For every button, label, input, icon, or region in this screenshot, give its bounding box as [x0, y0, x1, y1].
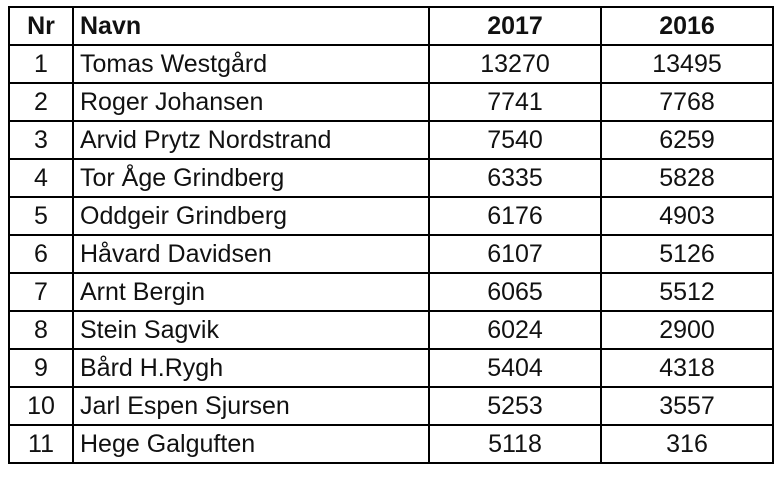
rank-cell: 2 — [8, 82, 74, 122]
score-cell: 13270 — [428, 44, 602, 84]
rank-cell: 11 — [8, 424, 74, 464]
name-cell: Tor Åge Grindberg — [72, 158, 430, 198]
results-table: Nr Navn 2017 2016 1 Tomas Westgård 13270 13… — [8, 6, 774, 464]
score-cell: 7741 — [428, 82, 602, 122]
rank-cell: 3 — [8, 120, 74, 160]
name-cell: Stein Sagvik — [72, 310, 430, 350]
rank-cell: 8 — [8, 310, 74, 350]
name-cell: Bård H.Rygh — [72, 348, 430, 388]
table-row: 11 Hege Galguften 5118 316 — [8, 424, 774, 464]
header-cell: 2017 — [428, 6, 602, 46]
table-row: 3 Arvid Prytz Nordstrand 7540 6259 — [8, 120, 774, 160]
rank-cell: 9 — [8, 348, 74, 388]
score-cell: 5126 — [600, 234, 774, 274]
name-cell: Roger Johansen — [72, 82, 430, 122]
name-cell: Jarl Espen Sjursen — [72, 386, 430, 426]
table-row: 2 Roger Johansen 7741 7768 — [8, 82, 774, 122]
header-cell: Nr — [8, 6, 74, 46]
score-cell: 3557 — [600, 386, 774, 426]
score-cell: 2900 — [600, 310, 774, 350]
score-cell: 4903 — [600, 196, 774, 236]
table-row: 4 Tor Åge Grindberg 6335 5828 — [8, 158, 774, 198]
table-body: 1 Tomas Westgård 13270 13495 2 Roger Johansen… — [8, 44, 774, 464]
table-row: 8 Stein Sagvik 6024 2900 — [8, 310, 774, 350]
score-cell: 6065 — [428, 272, 602, 312]
score-cell: 6107 — [428, 234, 602, 274]
rank-cell: 5 — [8, 196, 74, 236]
table-row: 10 Jarl Espen Sjursen 5253 3557 — [8, 386, 774, 426]
score-cell: 13495 — [600, 44, 774, 84]
score-cell: 6335 — [428, 158, 602, 198]
rank-cell: 1 — [8, 44, 74, 84]
rank-cell: 4 — [8, 158, 74, 198]
name-cell: Oddgeir Grindberg — [72, 196, 430, 236]
score-cell: 7768 — [600, 82, 774, 122]
score-cell: 5828 — [600, 158, 774, 198]
table-row: 7 Arnt Bergin 6065 5512 — [8, 272, 774, 312]
name-cell: Arnt Bergin — [72, 272, 430, 312]
table-row: 6 Håvard Davidsen 6107 5126 — [8, 234, 774, 274]
score-cell: 316 — [600, 424, 774, 464]
score-cell: 6024 — [428, 310, 602, 350]
score-cell: 5253 — [428, 386, 602, 426]
rank-cell: 6 — [8, 234, 74, 274]
rank-cell: 7 — [8, 272, 74, 312]
score-cell: 6176 — [428, 196, 602, 236]
score-cell: 5404 — [428, 348, 602, 388]
rank-cell: 10 — [8, 386, 74, 426]
header-cell: 2016 — [600, 6, 774, 46]
table-row: 1 Tomas Westgård 13270 13495 — [8, 44, 774, 84]
name-cell: Hege Galguften — [72, 424, 430, 464]
name-cell: Arvid Prytz Nordstrand — [72, 120, 430, 160]
score-cell: 5512 — [600, 272, 774, 312]
header-row: Nr Navn 2017 2016 — [8, 6, 774, 46]
header-cell: Navn — [72, 6, 430, 46]
table-row: 5 Oddgeir Grindberg 6176 4903 — [8, 196, 774, 236]
score-cell: 7540 — [428, 120, 602, 160]
name-cell: Tomas Westgård — [72, 44, 430, 84]
score-cell: 5118 — [428, 424, 602, 464]
name-cell: Håvard Davidsen — [72, 234, 430, 274]
table-row: 9 Bård H.Rygh 5404 4318 — [8, 348, 774, 388]
score-cell: 4318 — [600, 348, 774, 388]
score-cell: 6259 — [600, 120, 774, 160]
